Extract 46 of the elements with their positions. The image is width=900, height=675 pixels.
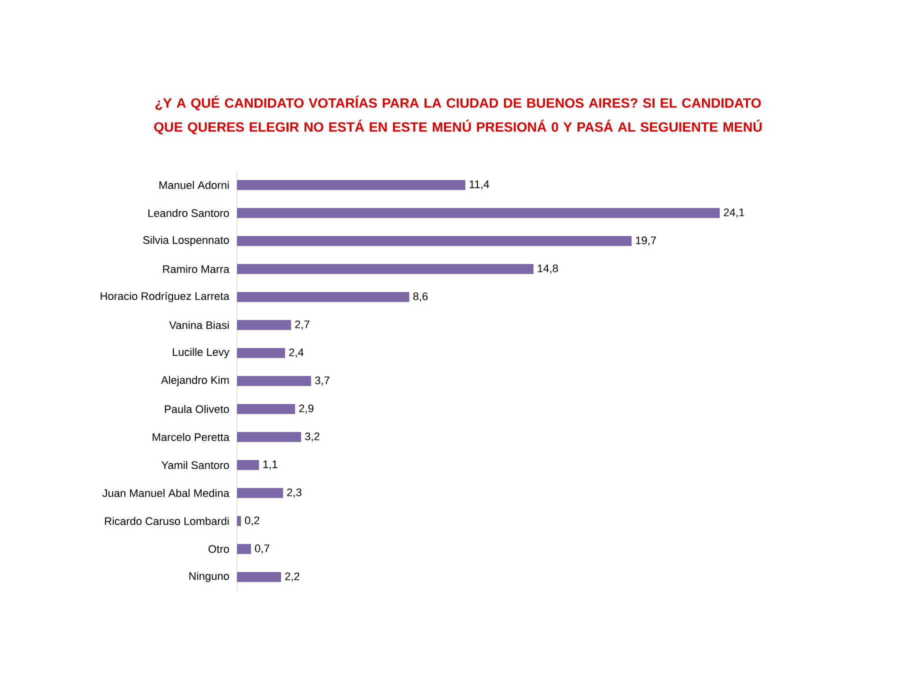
data-label: 2,3	[287, 488, 302, 498]
y-tick-label: Alejandro Kim	[161, 376, 229, 386]
data-label: 0,2	[244, 516, 260, 526]
data-label: 0,7	[254, 544, 270, 554]
data-label: 2,7	[295, 320, 310, 330]
y-tick-label: Otro	[208, 545, 229, 553]
data-label: 14,8	[538, 264, 558, 274]
y-tick-label: Silvia Lospennato	[143, 236, 229, 246]
data-label: 8,6	[413, 292, 428, 302]
data-label: 24,1	[724, 208, 744, 218]
y-tick-label: Horacio Rodríguez Larreta	[100, 292, 230, 302]
y-tick-label: Yamil Santoro	[161, 460, 229, 470]
bar	[237, 516, 242, 526]
bar	[237, 432, 302, 442]
data-label: 2,4	[289, 348, 304, 358]
bar	[237, 292, 410, 302]
bar	[237, 544, 252, 554]
bar	[237, 572, 282, 582]
y-tick-label: Ninguno	[189, 572, 229, 582]
bar	[237, 404, 296, 414]
y-tick-label: Marcelo Peretta	[152, 432, 230, 442]
y-tick-label: Manuel Adorni	[159, 180, 229, 190]
data-label: 11,4	[470, 180, 490, 190]
y-tick-label: Ricardo Caruso Lombardi	[105, 516, 229, 526]
bar	[237, 348, 286, 358]
y-tick-label: Lucille Levy	[172, 348, 230, 358]
y-tick-label: Juan Manuel Abal Medina	[102, 488, 230, 498]
y-tick-label: Paula Oliveto	[164, 404, 229, 414]
bar	[237, 320, 292, 330]
chart-title: ¿Y A QUÉ CANDIDATO VOTARÍAS PARA LA CIUDAD DE BUENOS AIRES? SI EL CANDIDATO QUE QUERES ELEGIR NO ESTÁ EN ESTE MENÚ PRESIONÁ 0 Y PASÁ AL SEGUIENTE MENÚ	[154, 96, 762, 134]
bar	[237, 488, 284, 498]
data-label: 3,2	[305, 432, 320, 442]
bar	[237, 264, 534, 274]
data-label: 19,7	[636, 236, 656, 246]
bar	[237, 208, 720, 218]
bar	[237, 460, 260, 470]
y-tick-label: Vanina Biasi	[169, 320, 229, 330]
bar	[237, 180, 466, 190]
data-label: 2,2	[285, 572, 300, 582]
data-label: 1,1	[263, 460, 278, 470]
y-tick-label: Ramiro Marra	[163, 264, 230, 274]
bar	[237, 376, 312, 386]
data-label: 3,7	[315, 376, 330, 386]
bar	[237, 236, 632, 246]
y-tick-label: Leandro Santoro	[148, 208, 229, 218]
data-label: 2,9	[299, 404, 314, 414]
